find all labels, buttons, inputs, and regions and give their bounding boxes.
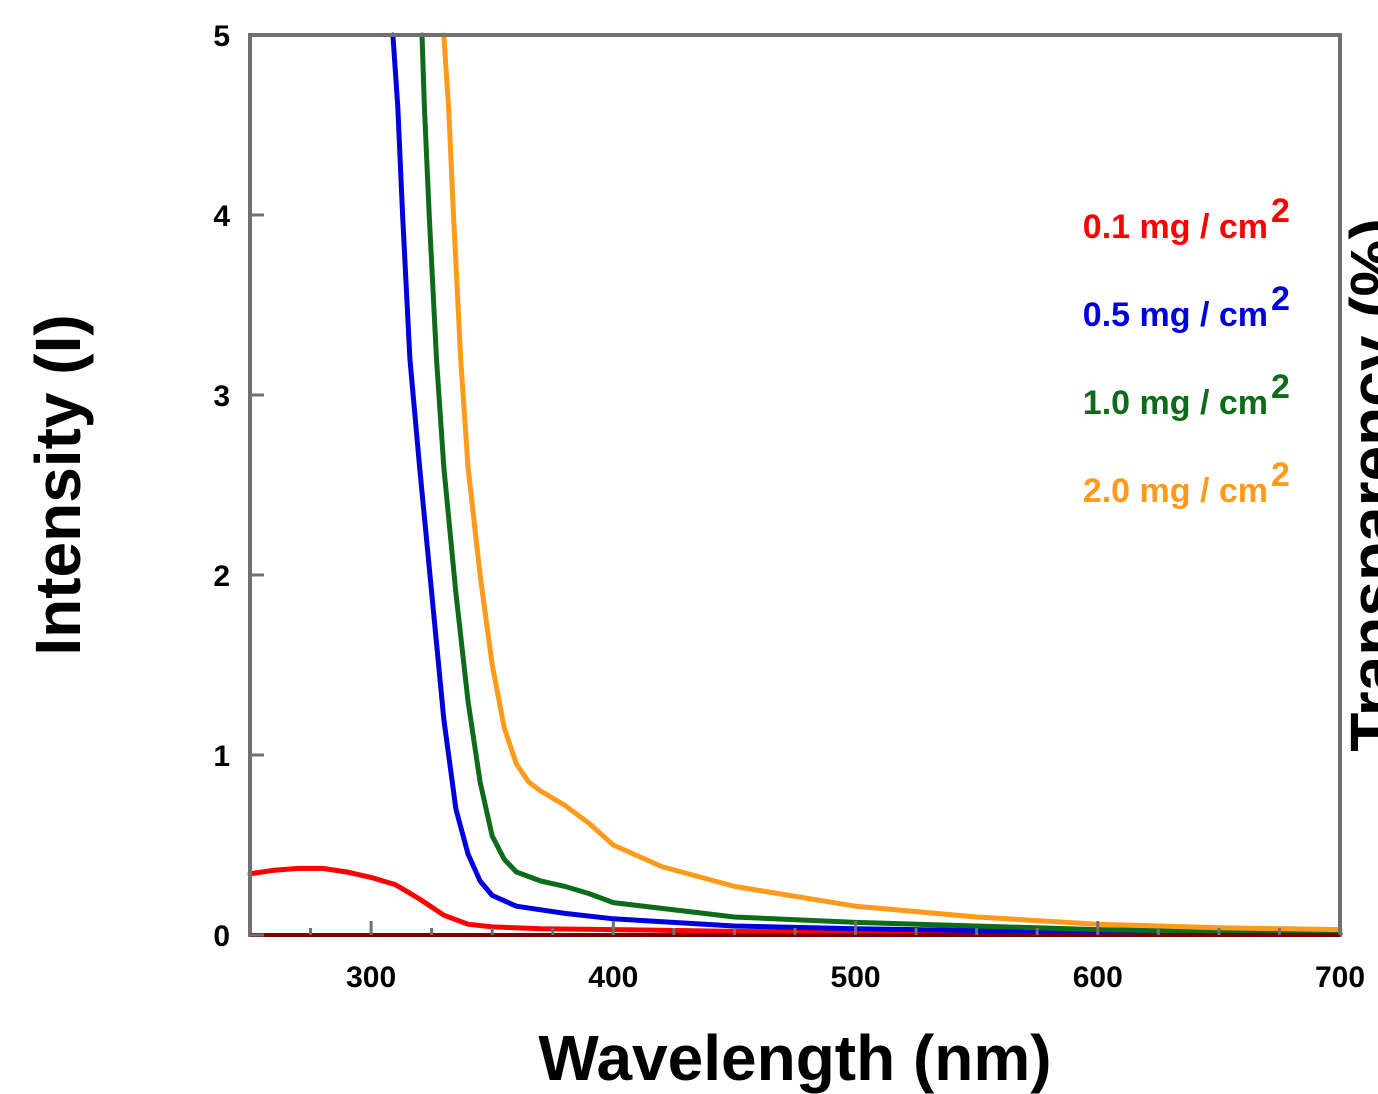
y2-axis-title: Transparency (%) bbox=[1337, 218, 1378, 752]
legend-superscript-1: 2 bbox=[1271, 192, 1290, 230]
x-tick-label: 300 bbox=[346, 961, 396, 994]
x-tick-label: 600 bbox=[1073, 961, 1123, 994]
y-tick-label: 2 bbox=[213, 560, 230, 593]
series-line-2 bbox=[390, 32, 1343, 937]
y-tick-label: 3 bbox=[213, 380, 230, 413]
y-tick-label: 5 bbox=[213, 20, 230, 53]
y-tick-label: 1 bbox=[213, 740, 230, 773]
legend-superscript-2: 2 bbox=[1271, 280, 1290, 318]
series-line-4 bbox=[441, 32, 1343, 933]
legend-entry-3: 1.0 mg / cm bbox=[1083, 384, 1268, 422]
series-line-1 bbox=[247, 865, 1343, 937]
legend-entry-1: 0.1 mg / cm bbox=[1083, 208, 1268, 246]
tick-labels: 300 400 500 600 700 0 1 2 3 4 5 bbox=[213, 20, 1365, 994]
series-line-3 bbox=[419, 32, 1343, 936]
x-tick-label: 700 bbox=[1315, 961, 1365, 994]
axis-ticks bbox=[250, 33, 1342, 937]
x-axis-title: Wavelength (nm) bbox=[538, 1022, 1051, 1094]
y-axis-title: Intensity (I) bbox=[22, 314, 94, 655]
y-tick-label: 0 bbox=[213, 920, 230, 953]
x-tick-label: 400 bbox=[588, 961, 638, 994]
legend: 0.1 mg / cm 20.5 mg / cm 21.0 mg / cm 22.0 … bbox=[1083, 192, 1290, 510]
legend-entry-2: 0.5 mg / cm bbox=[1083, 296, 1268, 334]
series-lines bbox=[247, 32, 1343, 937]
y-tick-label: 4 bbox=[213, 200, 230, 233]
legend-superscript-4: 2 bbox=[1271, 456, 1290, 494]
legend-entry-4: 2.0 mg / cm bbox=[1083, 472, 1268, 510]
x-tick-label: 500 bbox=[831, 961, 881, 994]
legend-superscript-3: 2 bbox=[1271, 368, 1290, 406]
